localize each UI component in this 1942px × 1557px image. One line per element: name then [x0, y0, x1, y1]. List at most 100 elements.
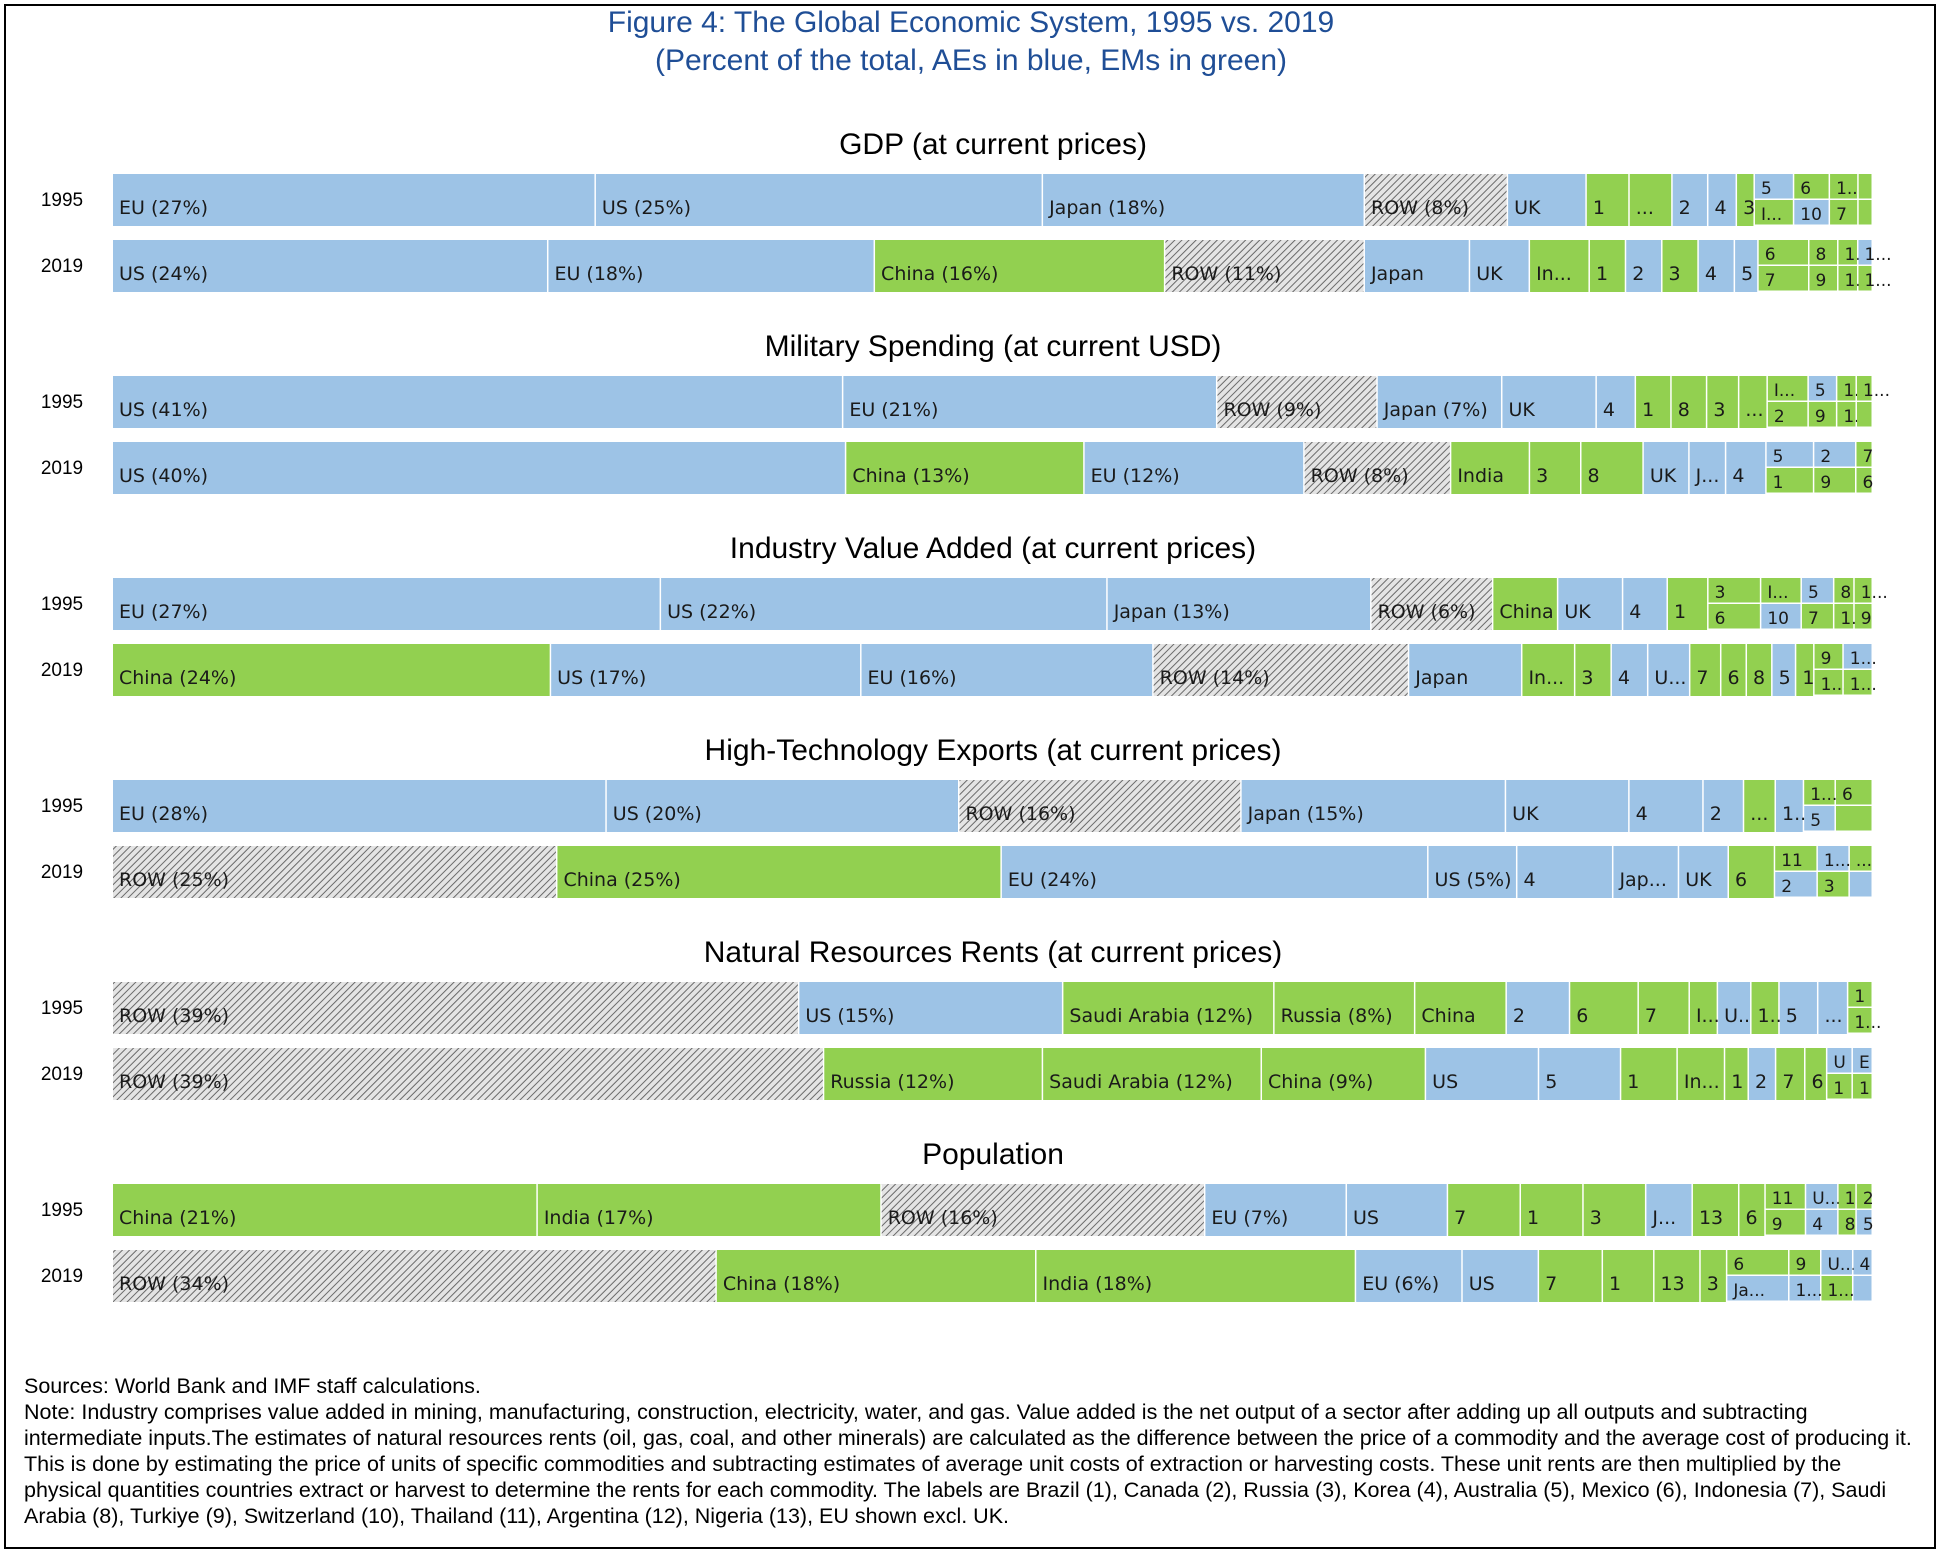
treemap-cell [113, 1184, 537, 1236]
cell-label: UK [1514, 197, 1541, 219]
cell-label: Russia (12%) [830, 1071, 954, 1093]
cell-label: ... [1636, 197, 1654, 219]
cell-label: 1... [1864, 245, 1891, 265]
cell-label: 3 [1581, 667, 1593, 689]
cell-label: Japan (13%) [1113, 601, 1230, 623]
treemap-cell [113, 1048, 823, 1100]
treemap-subcell [1858, 266, 1872, 291]
treemap-subcell [1789, 1276, 1820, 1301]
cell-label: UK [1650, 465, 1677, 487]
cell-label: 1 [1731, 1071, 1743, 1093]
note-text: Note: Industry comprises value added in … [24, 1400, 1912, 1528]
cell-label: UK [1512, 803, 1539, 825]
treemap-cell [113, 1250, 716, 1302]
title-line-1: Figure 4: The Global Economic System, 19… [607, 6, 1335, 39]
treemap-subcell [1853, 1250, 1872, 1275]
cell-label: EU (7%) [1211, 1207, 1288, 1229]
cell-label: US (20%) [613, 803, 702, 825]
treemap-subcell [1843, 644, 1872, 669]
cell-label: ROW (39%) [119, 1071, 229, 1093]
cell-label: UK [1508, 399, 1535, 421]
cell-label: In... [1536, 263, 1572, 285]
treemap-subcell [1801, 604, 1833, 629]
treemap-subcell [1856, 442, 1872, 467]
cell-label: Saudi Arabia (12%) [1049, 1071, 1233, 1093]
treemap-cell [1506, 780, 1629, 832]
cell-label: China (16%) [881, 263, 998, 285]
treemap-cell [661, 578, 1107, 630]
treemap-cell [1217, 376, 1377, 428]
treemap-subcell [1827, 1074, 1852, 1099]
cell-label: 5 [1779, 667, 1791, 689]
treemap-cell [1502, 376, 1596, 428]
treemap-cell [1739, 1184, 1765, 1236]
cell-label: I... [1696, 1005, 1720, 1027]
cell-label: ROW (39%) [119, 1005, 229, 1027]
treemap-cell [1737, 174, 1754, 226]
cell-label: 7 [1765, 271, 1776, 291]
treemap-subcell [1854, 604, 1872, 629]
cell-label: 3 [1590, 1207, 1602, 1229]
cell-label: 7 [1863, 447, 1874, 467]
treemap-cell [1517, 846, 1612, 898]
cell-label: 7 [1454, 1207, 1466, 1229]
treemap-cell [1506, 982, 1569, 1034]
cell-label: 9 [1796, 1255, 1807, 1275]
treemap-cell [1692, 1184, 1738, 1236]
treemap-chart: GDP (at current prices)1995 EU (27%) US (2… [41, 128, 1892, 1302]
cell-label: 2 [1774, 407, 1785, 427]
cell-label: 3 [1669, 263, 1681, 285]
treemap-cell [1581, 442, 1643, 494]
treemap-cell [1648, 644, 1689, 696]
cell-label: 6 [1765, 245, 1776, 265]
cell-label: Saudi Arabia (12%) [1069, 1005, 1253, 1027]
treemap-cell [113, 644, 550, 696]
treemap-subcell [1834, 578, 1854, 603]
treemap-cell [113, 376, 842, 428]
panel-title: High-Technology Exports (at current pric… [705, 734, 1282, 767]
cell-label: EU (27%) [119, 197, 208, 219]
treemap-subcell [1766, 442, 1813, 467]
treemap-cell [1690, 644, 1720, 696]
cell-label: India (17%) [544, 1207, 654, 1229]
cell-label: 7 [1836, 205, 1847, 225]
cell-label: In... [1528, 667, 1564, 689]
cell-label: 1... [1864, 271, 1891, 291]
treemap-cell [1274, 982, 1414, 1034]
cell-label: ROW (14%) [1160, 667, 1270, 689]
treemap-subcell [1853, 1276, 1872, 1301]
cell-label: 2 [1820, 447, 1831, 467]
cell-label: 4 [1705, 263, 1717, 285]
treemap-cell [1365, 174, 1507, 226]
cell-label: 8 [1753, 667, 1765, 689]
cell-label: US [1353, 1207, 1379, 1229]
treemap-subcell [1814, 468, 1855, 493]
panel-title: Industry Value Added (at current prices) [730, 532, 1256, 565]
cell-label: EU (16%) [868, 667, 957, 689]
cell-label: US (22%) [667, 601, 756, 623]
cell-label: 10 [1767, 609, 1789, 629]
cell-label: 1... [1854, 1013, 1881, 1033]
cell-label: China (21%) [119, 1207, 236, 1229]
treemap-cell [1415, 982, 1506, 1034]
cell-label: US [1469, 1273, 1495, 1295]
treemap-subcell [1856, 1210, 1872, 1235]
treemap-subcell [1754, 174, 1793, 199]
cell-label: 1 [1609, 1273, 1621, 1295]
cell-label: 7 [1696, 667, 1708, 689]
cell-label: EU (18%) [554, 263, 643, 285]
treemap-cell [1636, 376, 1671, 428]
cell-label: 7 [1782, 1071, 1794, 1093]
treemap-cell [1739, 376, 1767, 428]
cell-label: U... [1654, 667, 1686, 689]
panel-title: Population [922, 1138, 1064, 1171]
cell-label: 1 [1593, 197, 1605, 219]
cell-label: 4 [1603, 399, 1615, 421]
row-year-label: 2019 [41, 256, 83, 277]
cell-label: 11 [1772, 1189, 1794, 1209]
cell-label: Japan [1370, 263, 1424, 285]
treemap-cell [1646, 1184, 1692, 1236]
cell-label: 6 [1735, 869, 1747, 891]
cell-label: 5 [1786, 1005, 1798, 1027]
treemap-subcell [1830, 200, 1858, 225]
